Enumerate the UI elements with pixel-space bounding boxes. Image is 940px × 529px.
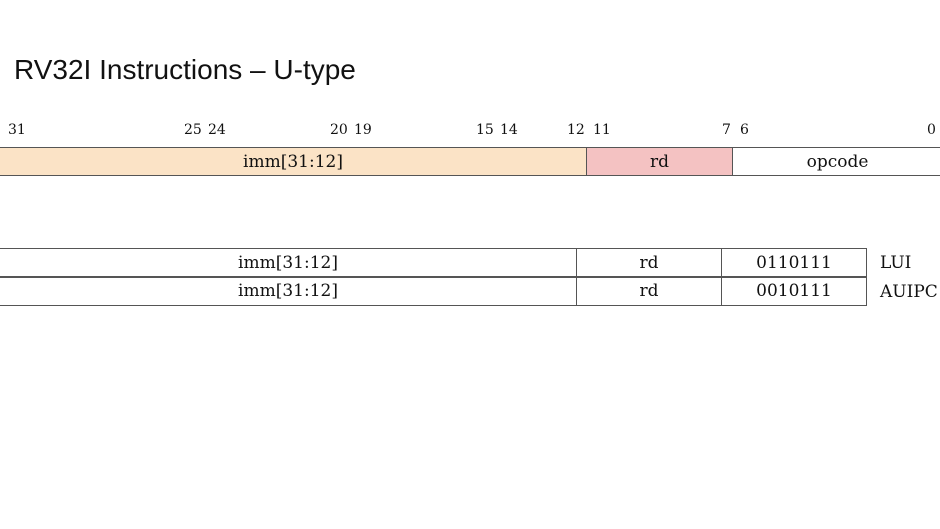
rd-field: rd	[586, 147, 732, 176]
bit-label-15: 15	[476, 122, 494, 138]
opcode-cell: 0110111	[721, 248, 867, 278]
instruction-name: LUI	[880, 252, 912, 273]
table-row-auipc: imm[31:12] rd 0010111 AUIPC	[0, 276, 940, 306]
rd-cell: rd	[576, 248, 722, 278]
bit-label-31: 31	[8, 122, 26, 138]
instruction-name: AUIPC	[880, 281, 938, 302]
opcode-field: opcode	[732, 147, 940, 176]
opcode-cell: 0010111	[721, 276, 867, 306]
bit-label-0: 0	[927, 122, 936, 138]
slide-title: RV32I Instructions – U-type	[14, 54, 356, 85]
bit-label-14: 14	[500, 122, 518, 138]
bit-label-25: 25	[184, 122, 202, 138]
bit-label-19: 19	[354, 122, 372, 138]
instruction-table: imm[31:12] rd 0110111 LUI imm[31:12] rd …	[0, 248, 940, 306]
u-type-format-bar: imm[31:12] rd opcode	[0, 147, 940, 176]
bit-label-7: 7	[722, 122, 731, 138]
imm-cell: imm[31:12]	[0, 276, 577, 306]
bit-label-12: 12	[567, 122, 585, 138]
bit-label-11: 11	[593, 122, 611, 138]
imm-cell: imm[31:12]	[0, 248, 577, 278]
bit-position-ruler: 31 25 24 20 19 15 14 12 11 7 6 0	[0, 122, 940, 144]
bit-label-20: 20	[330, 122, 348, 138]
bit-label-24: 24	[208, 122, 226, 138]
imm-field: imm[31:12]	[0, 147, 586, 176]
bit-label-6: 6	[740, 122, 749, 138]
table-row-lui: imm[31:12] rd 0110111 LUI	[0, 248, 940, 278]
rd-cell: rd	[576, 276, 722, 306]
